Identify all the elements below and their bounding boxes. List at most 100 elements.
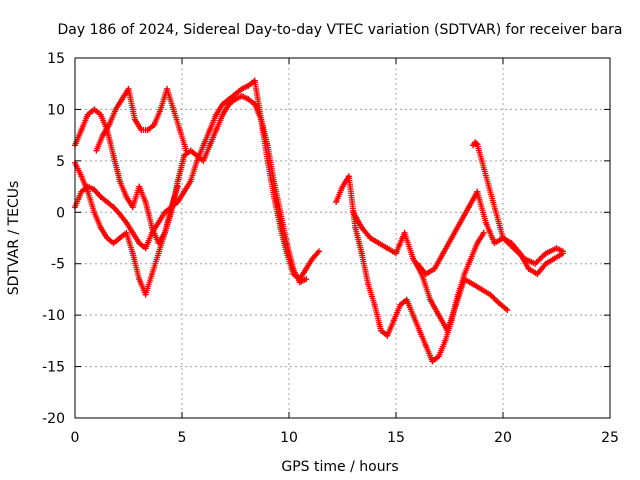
data-point [91, 209, 98, 216]
data-point [401, 229, 408, 236]
data-point [551, 255, 558, 262]
data-point [144, 127, 151, 133]
data-point [339, 183, 346, 190]
data-point [226, 101, 233, 108]
data-point [452, 301, 459, 308]
data-point [521, 255, 528, 262]
data-point [97, 224, 104, 231]
data-point [290, 265, 297, 272]
data-point [138, 127, 145, 133]
data-point [271, 178, 278, 185]
data-point [206, 142, 213, 149]
data-point [251, 77, 258, 84]
data-point [277, 209, 284, 216]
x-tick-label: 0 [71, 430, 80, 446]
data-point [440, 250, 447, 257]
x-tick-label: 25 [601, 430, 619, 446]
x-axis-label: GPS time / hours [281, 459, 398, 475]
data-point [193, 157, 200, 164]
data-point [110, 204, 117, 211]
data-point [238, 85, 245, 92]
data-point [104, 235, 111, 241]
data-point [384, 332, 391, 339]
data-point [142, 291, 149, 298]
data-point [84, 111, 91, 118]
data-point [457, 219, 464, 226]
data-point [91, 186, 98, 193]
data-point [384, 245, 391, 252]
data-point [371, 301, 378, 308]
data-point [149, 271, 156, 277]
grid-layer [75, 58, 610, 418]
data-point [170, 106, 177, 113]
data-point [181, 188, 188, 195]
data-point [444, 327, 451, 334]
data-point [123, 193, 130, 200]
y-tick-label: 0 [56, 205, 65, 221]
data-point [500, 235, 506, 241]
data-point [358, 250, 365, 257]
y-axis-label: SDTVAR / TECUs [6, 181, 22, 296]
data-point [174, 183, 181, 190]
data-point [504, 307, 511, 313]
data-point [123, 219, 130, 226]
data-point [116, 211, 123, 218]
data-point [474, 240, 481, 247]
data-point [427, 296, 434, 303]
y-tick-label: -10 [42, 308, 65, 324]
data-point [365, 281, 372, 288]
data-point [542, 260, 549, 267]
series-arc-d [93, 85, 190, 154]
data-point [112, 106, 119, 113]
data-point [422, 271, 429, 277]
data-point [416, 327, 423, 334]
data-point [99, 132, 106, 139]
data-point [277, 224, 284, 231]
data-point [187, 178, 194, 185]
data-point [478, 286, 485, 293]
data-point [414, 260, 421, 267]
data-point [465, 204, 472, 211]
data-point [410, 312, 417, 319]
data-point [174, 178, 181, 185]
data-point [467, 255, 474, 262]
data-point [110, 152, 117, 159]
data-point [149, 224, 156, 231]
data-point [155, 250, 162, 257]
data-point [367, 235, 374, 241]
data-point [309, 255, 316, 262]
data-point [97, 111, 104, 118]
data-point [226, 96, 233, 103]
data-point [315, 248, 322, 255]
data-point [245, 82, 252, 89]
data-point [129, 204, 136, 211]
data-point [264, 142, 271, 149]
data-point [168, 204, 175, 211]
data-point [474, 188, 481, 195]
data-point [200, 142, 207, 149]
y-tick-label: -5 [51, 257, 65, 273]
data-point [123, 229, 130, 236]
data-point [200, 157, 207, 164]
data-point [155, 219, 162, 226]
data-point [116, 178, 123, 185]
data-point [510, 245, 517, 252]
data-point [78, 127, 85, 133]
data-point [136, 240, 143, 247]
data-point [219, 101, 226, 108]
data-point [151, 121, 158, 128]
data-point [461, 271, 468, 277]
data-point [91, 106, 98, 113]
data-point [251, 101, 258, 108]
data-point [375, 240, 382, 247]
data-point [482, 219, 489, 226]
data-point [480, 229, 487, 236]
data-point [350, 209, 357, 216]
data-point [393, 250, 399, 257]
data-point [84, 188, 91, 195]
y-tick-label: 5 [56, 154, 65, 170]
data-point [219, 111, 226, 118]
y-tick-label: 10 [47, 102, 65, 118]
data-point [491, 240, 498, 247]
